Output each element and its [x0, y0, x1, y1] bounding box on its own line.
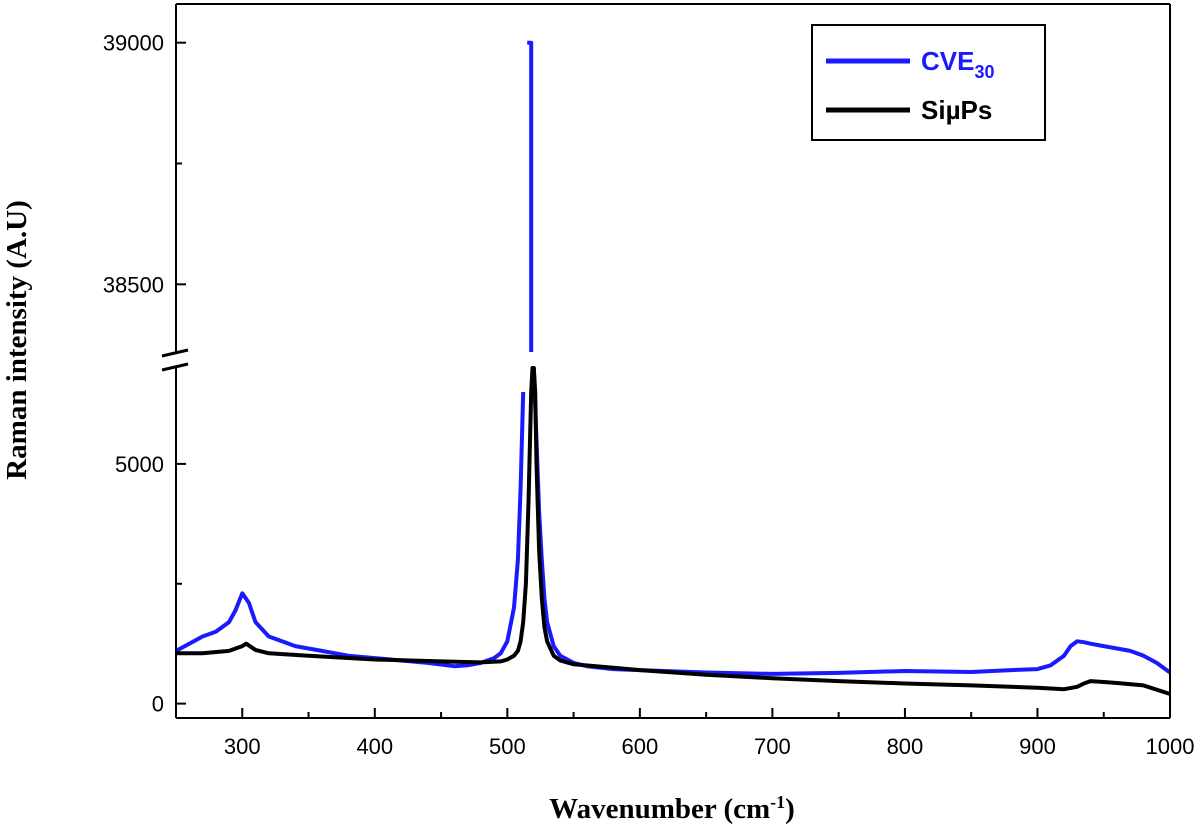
- legend-box: [811, 24, 1046, 141]
- y-axis-title: Raman intensity (A.U): [1, 200, 33, 480]
- ticks-group: 300 400 500 600 700 800 900 1000 0 5000 38500 39000: [103, 31, 1195, 759]
- x-tick-label: 300: [224, 734, 261, 759]
- y-tick-label: 5000: [115, 452, 164, 477]
- y-tick-label: 38500: [103, 272, 164, 297]
- y-tick-label: 0: [152, 692, 164, 717]
- x-tick-label: 1000: [1146, 734, 1195, 759]
- axes-group: [161, 3, 1171, 719]
- x-tick-label: 700: [754, 734, 791, 759]
- series-line-0-seg-1: [526, 40, 534, 352]
- series-line-0-seg-0: [175, 391, 526, 669]
- axis-break-mark-1: [161, 362, 189, 372]
- x-axis-title: Wavenumber (cm-1): [549, 792, 795, 825]
- legend-label-cve30: CVE30: [921, 46, 995, 82]
- series-line-0-seg-2: [531, 366, 1172, 676]
- series-group: [175, 40, 1172, 696]
- x-tick-label: 600: [622, 734, 659, 759]
- y-tick-label: 39000: [103, 31, 164, 56]
- series-line-1-seg-0: [176, 366, 1171, 696]
- axis-break-mark-0: [161, 348, 189, 358]
- x-tick-label: 500: [489, 734, 526, 759]
- x-tick-label: 400: [356, 734, 393, 759]
- legend: CVE30 SiµPs: [811, 24, 1046, 141]
- x-tick-label: 900: [1019, 734, 1056, 759]
- x-tick-label: 800: [887, 734, 924, 759]
- legend-label-siups: SiµPs: [921, 95, 992, 125]
